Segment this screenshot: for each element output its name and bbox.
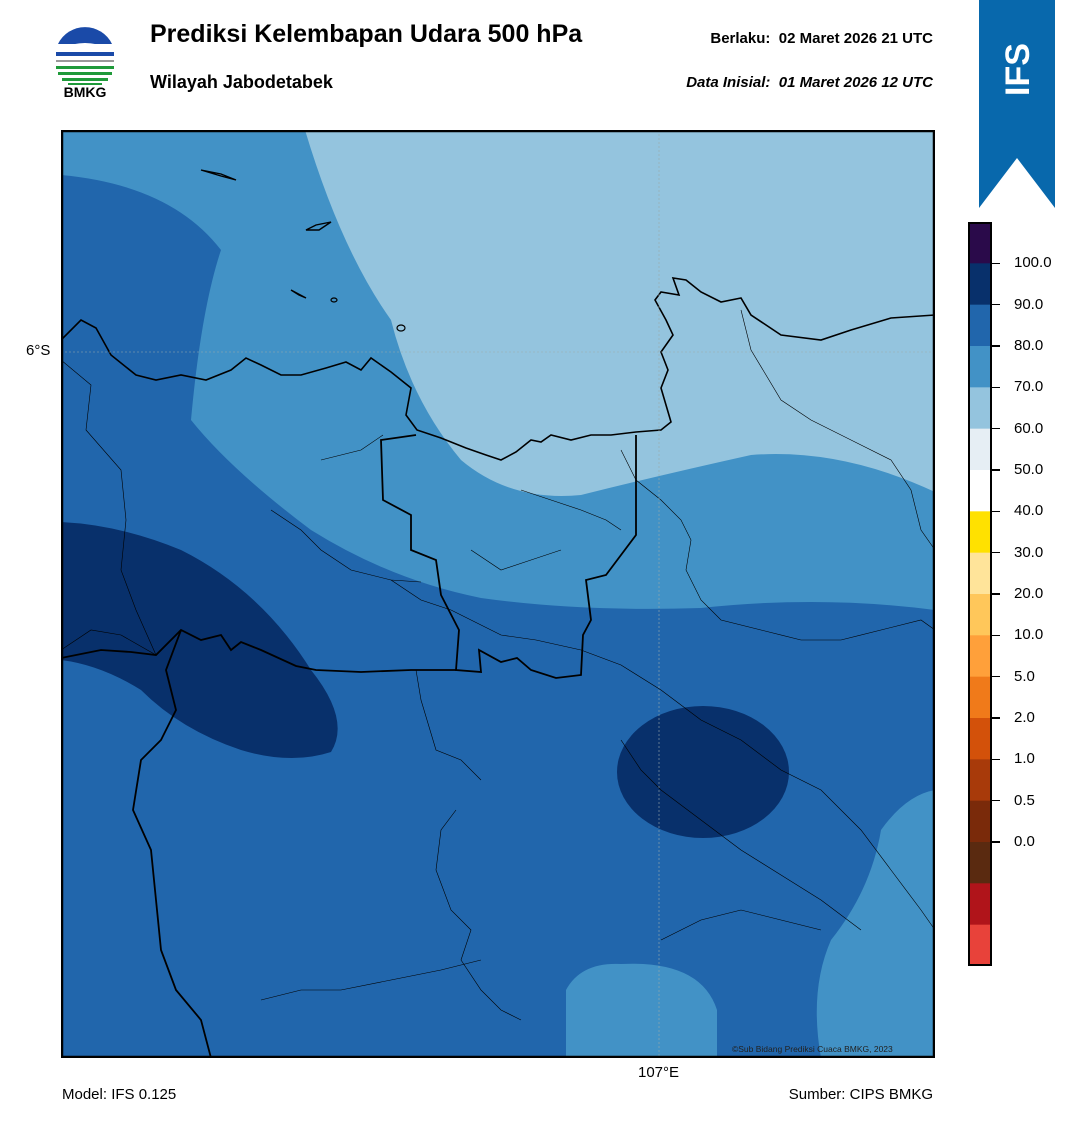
colorbar-segment <box>968 883 992 926</box>
humidity-band-60-70 <box>305 130 935 496</box>
province-border <box>380 434 637 679</box>
colorbar-tick-label: 60.0 <box>1014 419 1044 437</box>
map-frame <box>61 130 935 1058</box>
ifs-badge-label: IFS <box>999 43 1037 97</box>
colorbar-segment <box>968 304 992 347</box>
colorbar-segment <box>968 263 992 306</box>
island <box>290 289 307 299</box>
colorbar-tick-label: 30.0 <box>1014 543 1044 561</box>
regency-borders <box>61 309 935 1021</box>
colorbar-segment <box>968 635 992 678</box>
source-label: Sumber: CIPS BMKG <box>788 1086 933 1103</box>
map-subtitle: Wilayah Jabodetabek <box>150 72 333 92</box>
colorbar-tick-label: 50.0 <box>1014 461 1044 478</box>
map-credit: ©Sub Bidang Prediksi Cuaca BMKG, 2023 <box>732 1044 893 1054</box>
model-label: Model: IFS 0.125 <box>62 1086 177 1103</box>
colorbar-segment <box>968 759 992 802</box>
island <box>330 297 338 303</box>
valid-label: Berlaku: <box>710 30 771 47</box>
colorbar-tick-mark <box>992 634 1000 637</box>
colorbar-tick-mark <box>992 717 1000 719</box>
colorbar-tick-mark <box>992 303 1000 306</box>
colorbar-tick-label: 100.0 <box>1014 254 1052 272</box>
ifs-badge <box>979 0 1055 208</box>
colorbar-tick-label: 80.0 <box>1014 337 1044 354</box>
island <box>305 221 332 231</box>
colorbar-tick-mark <box>992 386 1000 389</box>
colorbar-segment <box>968 470 992 512</box>
colorbar-tick-label: 1.0 <box>1014 750 1035 768</box>
island <box>200 169 237 181</box>
lat-tick-label: 6°S <box>26 342 51 359</box>
colorbar-tick-label: 10.0 <box>1014 626 1044 644</box>
colorbar-tick-mark <box>992 841 1000 843</box>
coastline <box>61 277 935 461</box>
colorbar-tick-label: 5.0 <box>1014 667 1035 685</box>
colorbar-segment <box>968 346 992 388</box>
valid-time: 02 Maret 2026 21 UTC <box>778 30 933 47</box>
valid-time-row: Berlaku: 02 Maret 2026 21 UTC <box>710 30 933 47</box>
colorbar-tick-mark <box>992 262 1000 265</box>
colorbar-tick-mark <box>992 510 1000 513</box>
colorbar-segment <box>968 387 992 430</box>
logo-label: BMKG <box>63 84 107 100</box>
init-time-row: Data Inisial: 01 Maret 2026 12 UTC <box>686 74 933 91</box>
colorbar-segment <box>968 428 992 471</box>
init-label: Data Inisial: <box>686 74 771 91</box>
colorbar-tick-mark <box>992 551 1000 554</box>
lon-tick-label: 107°E <box>638 1064 680 1081</box>
humidity-map <box>61 130 935 1058</box>
colorbar-segment <box>968 511 992 554</box>
province-border <box>132 629 212 1058</box>
colorbar-tick-label: 70.0 <box>1014 378 1044 396</box>
colorbar-tick-mark <box>992 427 1000 430</box>
colorbar-tick-mark <box>992 758 1000 761</box>
colorbar-segment <box>968 676 992 719</box>
humidity-patch-70-80-south <box>566 963 717 1058</box>
colorbar-segment <box>968 552 992 595</box>
colorbar-tick-label: 0.0 <box>1014 833 1035 850</box>
island <box>396 324 406 332</box>
map-title: Prediksi Kelembapan Udara 500 hPa <box>150 20 583 48</box>
colorbar-frame <box>968 222 992 966</box>
colorbar-segment <box>968 718 992 760</box>
colorbar-segment <box>968 800 992 843</box>
init-time: 01 Maret 2026 12 UTC <box>778 74 933 91</box>
humidity-patch-70-80-east <box>816 790 935 1058</box>
bmkg-logo <box>55 27 115 88</box>
colorbar-segment <box>968 842 992 884</box>
humidity-core-90-100-east <box>617 706 789 838</box>
colorbar-tick-label: 40.0 <box>1014 502 1044 520</box>
colorbar-tick-label: 0.5 <box>1014 791 1035 809</box>
colorbar <box>968 222 992 966</box>
colorbar-tick-mark <box>992 593 1000 595</box>
colorbar-tick-label: 90.0 <box>1014 295 1044 313</box>
colorbar-tick-mark <box>992 675 1000 678</box>
colorbar-tick-label: 20.0 <box>1014 585 1044 602</box>
province-border <box>61 628 456 673</box>
colorbar-tick-label: 2.0 <box>1014 709 1035 726</box>
colorbar-segment <box>968 924 992 966</box>
colorbar-tick-mark <box>992 469 1000 471</box>
colorbar-segment <box>968 222 992 264</box>
colorbar-tick-mark <box>992 799 1000 802</box>
colorbar-tick-mark <box>992 345 1000 347</box>
colorbar-segment <box>968 594 992 636</box>
